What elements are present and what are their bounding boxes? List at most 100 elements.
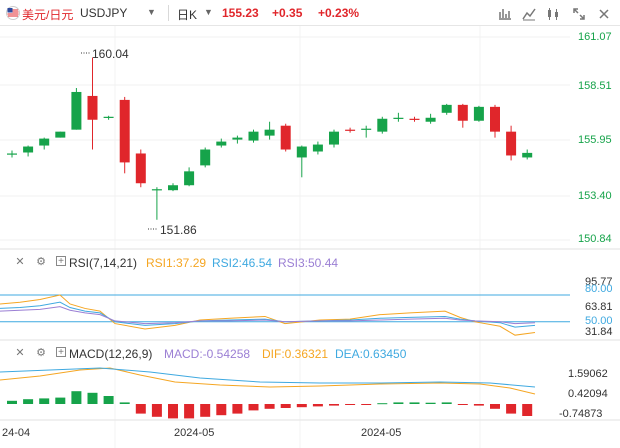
dea-value: DEA:0.63450 <box>335 347 407 361</box>
macd-bar <box>168 404 178 419</box>
close-icon[interactable] <box>596 6 612 22</box>
macd-bar <box>441 402 452 404</box>
candle-body <box>71 91 82 130</box>
candle-body <box>39 138 50 146</box>
rsi2-value: RSI2:46.54 <box>212 256 273 270</box>
candle-body <box>522 152 533 158</box>
candle-body <box>473 106 484 121</box>
candle-body <box>490 106 500 132</box>
candle-body <box>168 185 178 191</box>
macd-title: MACD(12,26,9) <box>69 347 153 361</box>
macd-value: MACD:-0.54258 <box>164 347 251 361</box>
y-tick-label: 80.00 <box>585 283 613 295</box>
candle-body <box>232 137 243 140</box>
macd-bar <box>264 404 275 409</box>
candle-body <box>55 131 66 138</box>
collapse-icon[interactable]: ✕ <box>15 256 25 268</box>
period-dropdown-icon[interactable]: ▼ <box>204 7 213 17</box>
macd-bar <box>329 404 339 406</box>
rsi3-value: RSI3:50.44 <box>278 256 339 270</box>
macd-bar <box>232 404 243 414</box>
candle-body <box>119 99 130 163</box>
candle-body <box>345 129 356 131</box>
dif-line <box>0 367 536 395</box>
candle-body <box>329 131 339 145</box>
macd-bar <box>200 404 211 417</box>
divider <box>168 5 169 21</box>
candle-body <box>103 116 114 118</box>
rsi3-line <box>0 306 536 325</box>
dif-value: DIF:0.36321 <box>262 347 329 361</box>
toolbar: 美元/日元 USDJPY ▼ 日K ▼ 155.23 +0.35 +0.23% <box>0 0 620 26</box>
macd-bar <box>71 391 82 404</box>
candle-body <box>296 146 307 158</box>
macd-bar <box>425 402 436 404</box>
candle-body <box>280 125 291 150</box>
candle-body <box>457 104 468 121</box>
x-tick-label: 2024-05 <box>174 427 215 439</box>
candle-body <box>87 95 98 120</box>
candle-body <box>135 153 146 184</box>
candle-body <box>184 171 195 186</box>
y-tick-label: 161.07 <box>578 31 612 43</box>
macd-bar <box>377 403 388 405</box>
price-change: +0.35 <box>272 6 303 20</box>
y-tick-label: 31.84 <box>585 326 613 338</box>
y-tick-label: 150.84 <box>578 233 612 245</box>
us-flag-icon <box>6 6 20 20</box>
low-price-label: 151.86 <box>160 223 197 237</box>
symbol-name[interactable]: 美元/日元 <box>22 8 74 22</box>
price-change-percent: +0.23% <box>318 6 360 20</box>
settings-icon[interactable]: ⚙ <box>36 347 46 359</box>
candle-body <box>248 131 259 141</box>
dea-line <box>0 367 536 388</box>
macd-bar <box>184 404 195 419</box>
macd-bar <box>103 396 114 404</box>
macd-bar <box>135 404 146 414</box>
rsi2-line <box>0 301 536 328</box>
settings-icon[interactable]: ⚙ <box>36 256 46 268</box>
rsi1-value: RSI1:37.29 <box>146 256 207 270</box>
x-tick-label: 2024-05 <box>361 427 402 439</box>
macd-bar <box>248 404 259 411</box>
chart-type-icon[interactable] <box>545 6 561 22</box>
period-selector[interactable]: 日K <box>177 8 198 22</box>
y-tick-label: 153.40 <box>578 190 612 202</box>
y-tick-label: 158.51 <box>578 80 612 92</box>
candle-body <box>23 146 34 153</box>
symbol-code[interactable]: USDJPY <box>80 6 128 20</box>
symbol-dropdown-icon[interactable]: ▼ <box>147 7 156 17</box>
macd-bar <box>490 404 500 409</box>
drawing-tools-icon[interactable] <box>497 6 513 22</box>
candle-body <box>200 149 211 166</box>
macd-bar <box>39 398 50 404</box>
macd-bar <box>522 404 533 416</box>
macd-bar <box>345 404 356 405</box>
candle-body <box>151 189 162 191</box>
macd-bar <box>7 400 17 404</box>
candlestick-chart[interactable] <box>0 26 620 448</box>
expand-icon[interactable]: + <box>56 256 66 267</box>
current-price: 155.23 <box>222 6 259 20</box>
indicator-icon[interactable] <box>521 6 537 22</box>
x-tick-label: 24-04 <box>2 427 31 439</box>
fullscreen-icon[interactable] <box>571 6 587 22</box>
macd-bar <box>506 404 517 414</box>
candle-body <box>312 144 323 152</box>
expand-icon[interactable]: + <box>56 347 66 358</box>
macd-bar <box>55 397 66 404</box>
candle-body <box>377 118 388 132</box>
candle-body <box>7 153 17 155</box>
macd-bar <box>23 399 34 404</box>
candle-body <box>216 141 227 146</box>
macd-bar <box>361 404 372 405</box>
y-tick-label: 155.95 <box>578 134 612 146</box>
rsi1-line <box>0 294 536 336</box>
y-tick-label: 1.59062 <box>568 368 608 380</box>
candle-body <box>409 118 420 120</box>
y-tick-label: 95.77 <box>585 276 613 288</box>
y-tick-label: 0.42094 <box>568 388 608 400</box>
collapse-icon[interactable]: ✕ <box>15 347 25 359</box>
macd-bar <box>473 404 484 406</box>
y-tick-label: -0.74873 <box>559 408 603 420</box>
